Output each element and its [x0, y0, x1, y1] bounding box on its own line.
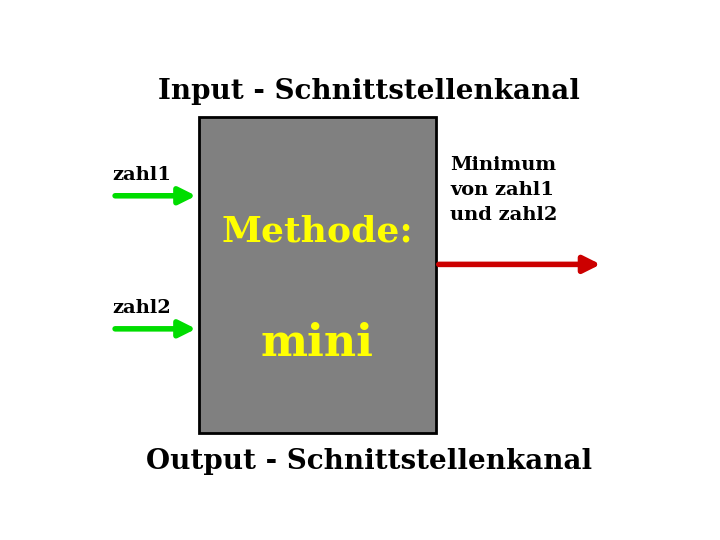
- Text: zahl1: zahl1: [112, 166, 171, 184]
- Text: Methode:: Methode:: [222, 214, 413, 248]
- Text: Output - Schnittstellenkanal: Output - Schnittstellenkanal: [146, 448, 592, 475]
- Bar: [199, 117, 436, 433]
- Text: zahl2: zahl2: [112, 299, 171, 317]
- Text: Input - Schnittstellenkanal: Input - Schnittstellenkanal: [158, 78, 580, 105]
- Text: mini: mini: [261, 322, 374, 365]
- Text: Minimum
von zahl1
und zahl2: Minimum von zahl1 und zahl2: [450, 156, 557, 224]
